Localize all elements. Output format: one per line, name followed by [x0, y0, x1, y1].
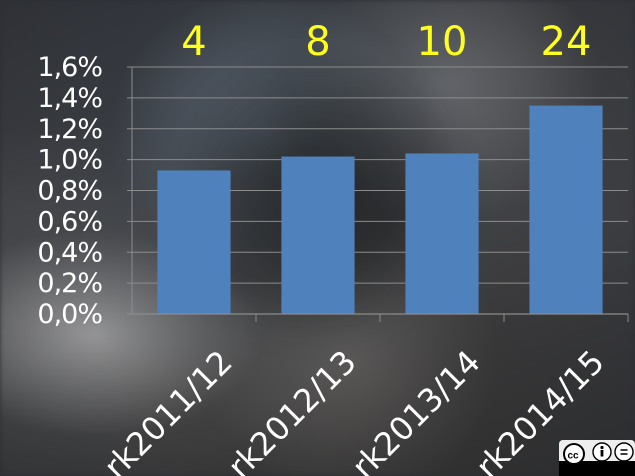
y-tick-label: 1,2% — [37, 114, 102, 145]
x-tick-label: rk2012/13 — [220, 343, 363, 476]
bar — [405, 153, 479, 314]
y-tick-label: 0,4% — [37, 237, 102, 268]
y-tick-label: 1,4% — [37, 83, 102, 114]
bar-annotations: 4 8 10 24 — [181, 19, 591, 65]
y-tick-label: 1,0% — [37, 145, 102, 176]
bar-annotation: 10 — [417, 19, 468, 65]
y-tick-label: 1,6% — [37, 52, 102, 83]
y-tick-label: 0,2% — [37, 268, 102, 299]
bar-annotation: 8 — [305, 19, 330, 65]
svg-text:cc: cc — [568, 451, 580, 462]
y-tick-labels: 0,0%0,2%0,4%0,6%0,8%1,0%1,2%1,4%1,6% — [37, 52, 103, 330]
axes — [127, 66, 629, 322]
slide-number: 43 — [586, 432, 604, 434]
bars — [157, 105, 603, 314]
y-tick-label: 0,6% — [37, 206, 102, 237]
bar-annotation: 24 — [541, 19, 592, 65]
bar-annotation: 4 — [181, 19, 206, 65]
y-tick-label: 0,0% — [37, 299, 102, 330]
bar — [281, 156, 355, 314]
y-tick-label: 0,8% — [37, 176, 102, 207]
bar — [529, 105, 603, 314]
x-tick-label: rk2011/12 — [96, 343, 239, 476]
cc-by-icon: 43 cc — [559, 432, 635, 476]
x-tick-label: rk2013/14 — [344, 343, 487, 476]
bar — [157, 170, 231, 314]
